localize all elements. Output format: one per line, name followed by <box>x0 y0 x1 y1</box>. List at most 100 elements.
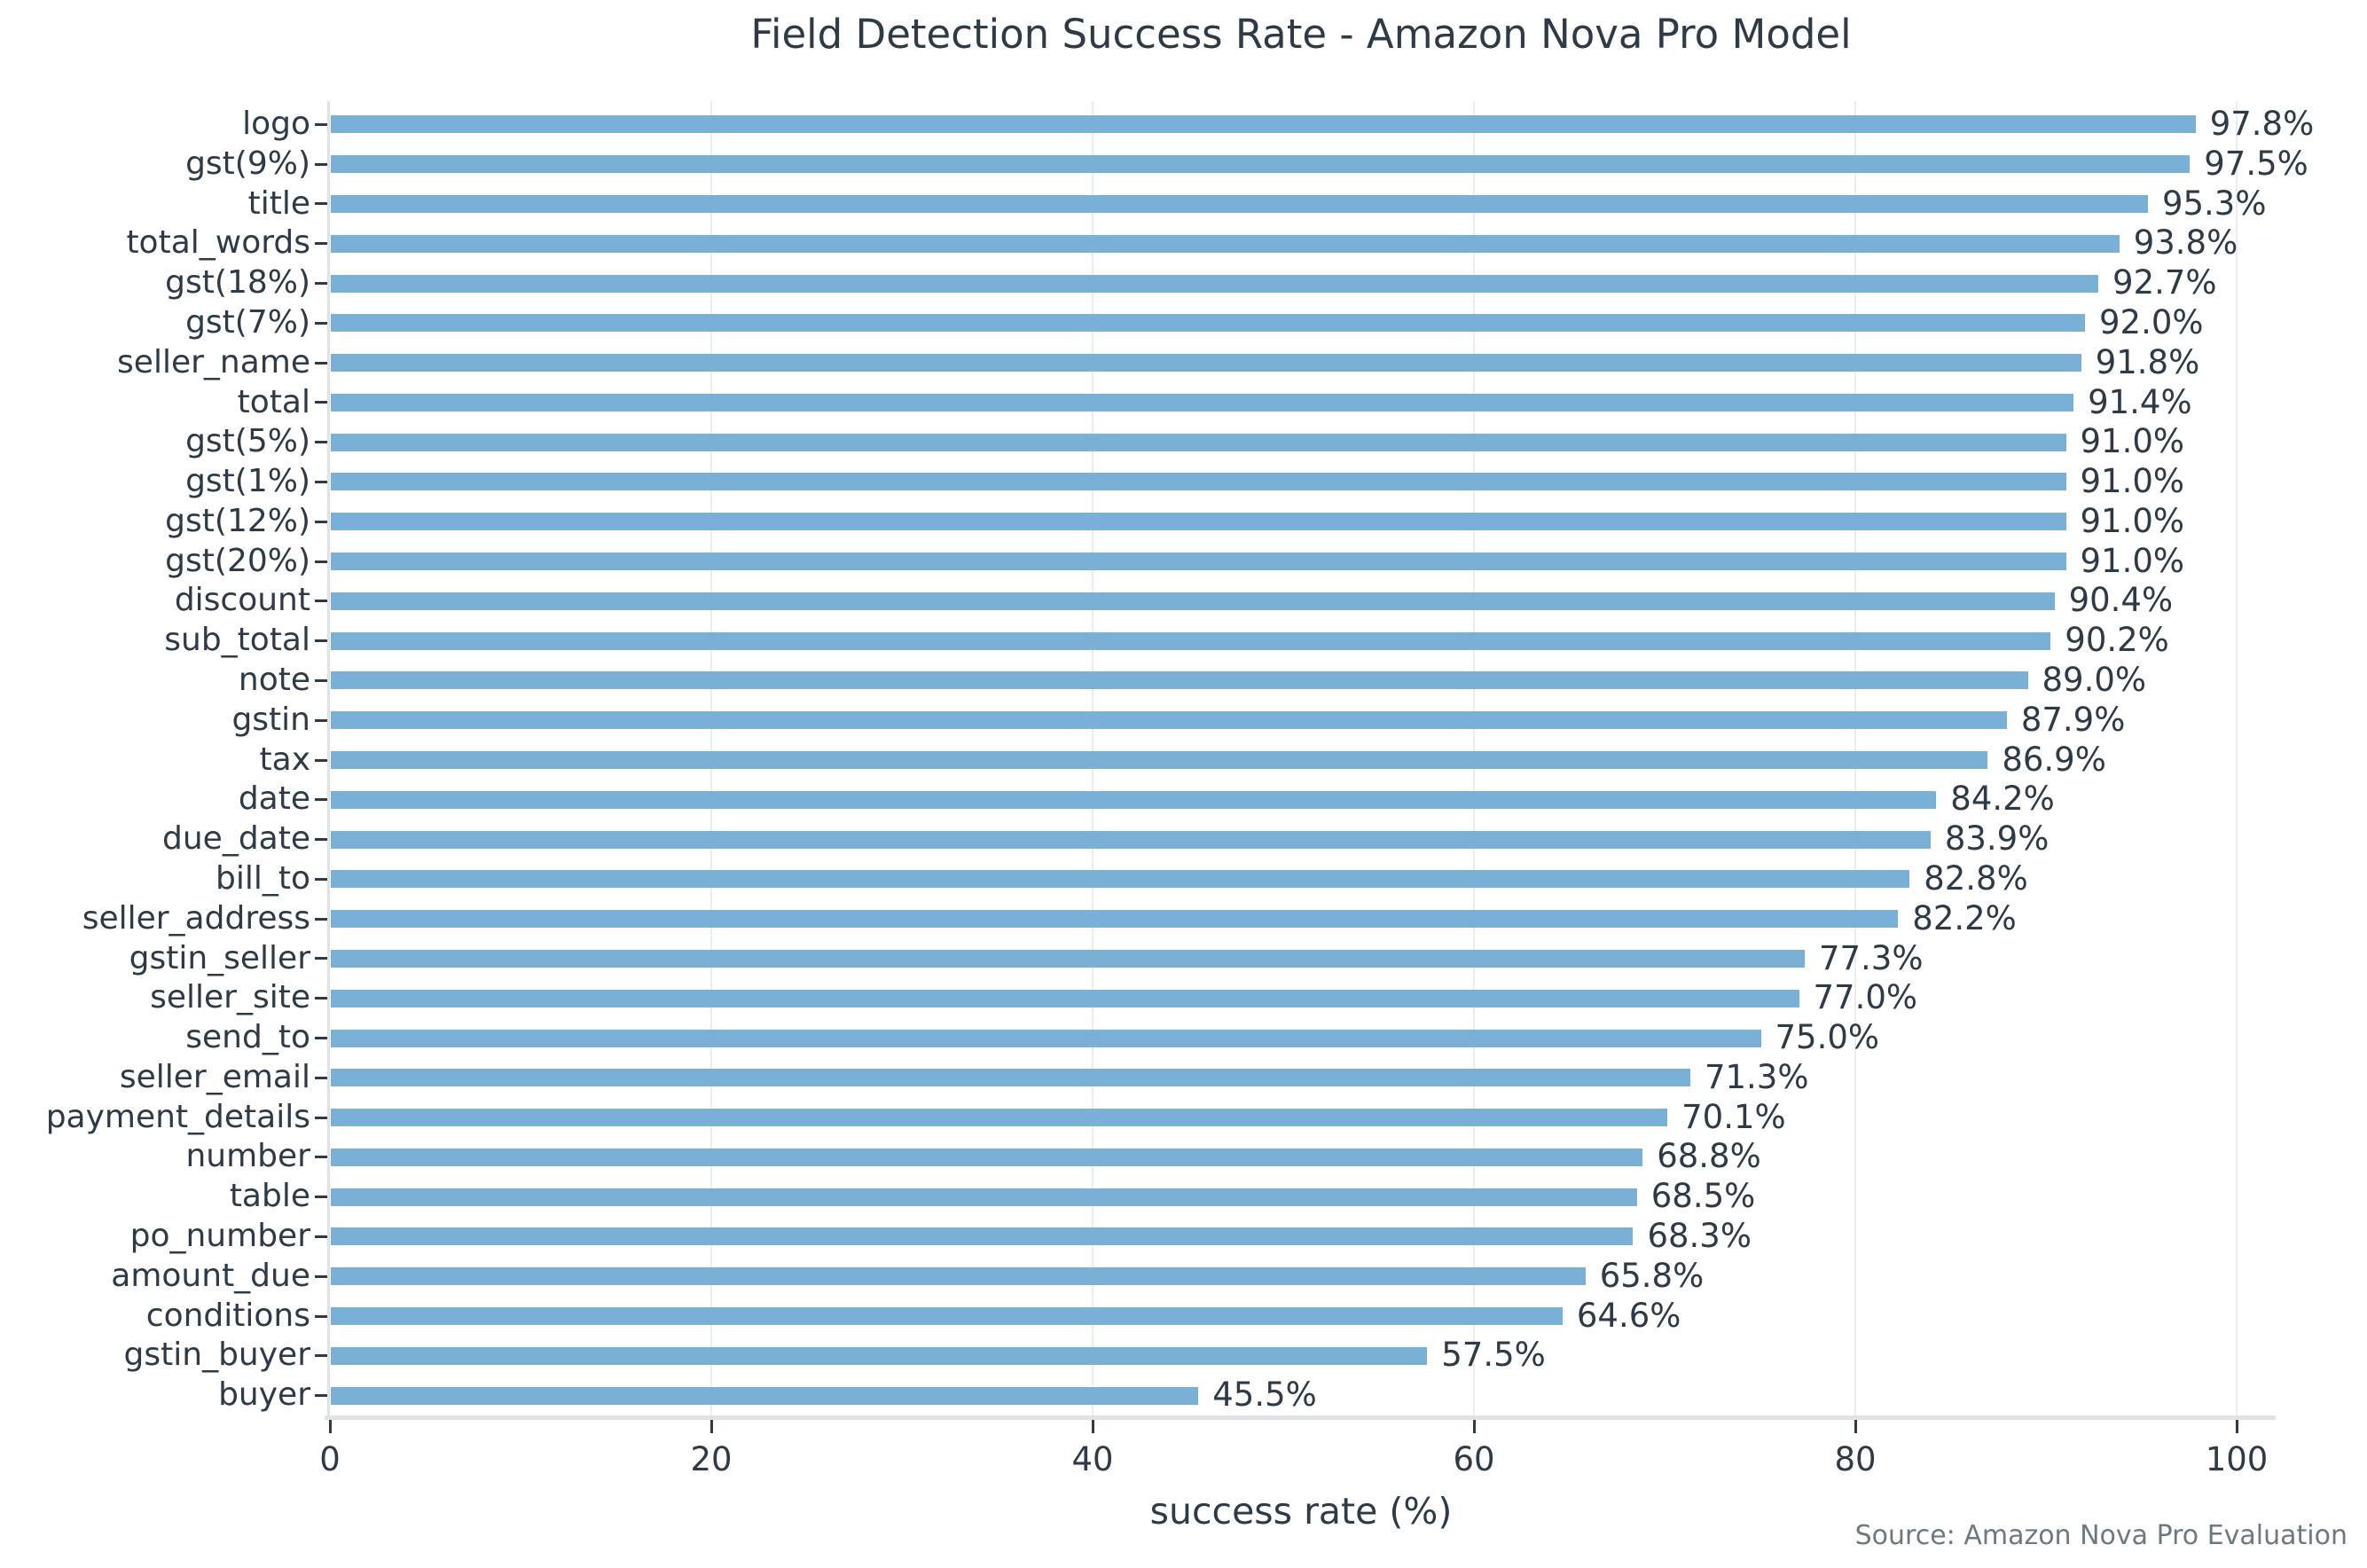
y-tick-mark <box>315 162 327 166</box>
bar <box>331 1267 1586 1286</box>
bar <box>331 671 2028 690</box>
y-tick-label: sub_total <box>164 622 310 659</box>
value-label: 68.3% <box>1647 1217 1752 1256</box>
value-label: 57.5% <box>1441 1336 1546 1375</box>
y-tick-mark <box>315 361 327 365</box>
x-tick-label: 80 <box>1834 1440 1877 1478</box>
y-tick-mark <box>315 480 327 483</box>
value-label: 95.3% <box>2161 184 2267 223</box>
value-label: 77.3% <box>1818 938 1924 977</box>
value-label: 93.8% <box>2133 223 2238 263</box>
y-tick-label: title <box>247 184 310 222</box>
y-tick-mark <box>315 441 327 444</box>
x-tick-label: 60 <box>1453 1440 1495 1478</box>
y-tick-mark <box>315 122 327 126</box>
y-tick-label: date <box>238 780 310 818</box>
y-tick-mark <box>315 1314 327 1318</box>
bar <box>331 553 2066 571</box>
y-tick-mark <box>315 202 327 206</box>
value-label: 90.2% <box>2065 621 2169 660</box>
y-tick-mark <box>315 1196 327 1199</box>
bar <box>331 1386 1199 1405</box>
value-label: 91.0% <box>2080 541 2185 580</box>
value-label: 90.4% <box>2068 581 2174 620</box>
source-note: Source: Amazon Nova Pro Evaluation <box>1854 1520 2347 1551</box>
x-tick-mark <box>328 1420 332 1433</box>
y-tick-mark <box>315 1274 327 1278</box>
bar <box>331 274 2099 293</box>
value-label: 75.0% <box>1775 1018 1880 1057</box>
y-tick-mark <box>315 401 327 404</box>
bar <box>331 1188 1637 1206</box>
value-label: 91.8% <box>2095 342 2200 381</box>
y-tick-label: number <box>185 1138 310 1175</box>
bar <box>331 433 2066 451</box>
bar <box>331 592 2055 610</box>
y-tick-mark <box>315 917 327 921</box>
y-tick-mark <box>315 600 327 603</box>
y-tick-mark <box>315 282 327 286</box>
y-tick-label: logo <box>242 106 310 142</box>
y-tick-label: total_words <box>126 224 310 262</box>
y-tick-label: gstin <box>231 701 310 738</box>
y-tick-label: gst(20%) <box>165 542 310 579</box>
value-label: 68.5% <box>1650 1177 1756 1216</box>
value-label: 77.0% <box>1813 978 1918 1017</box>
y-tick-label: due_date <box>162 820 310 858</box>
bar <box>331 910 1899 929</box>
x-tick-mark <box>1854 1420 1857 1433</box>
y-tick-label: seller_name <box>117 343 310 380</box>
y-tick-mark <box>315 678 327 682</box>
y-tick-mark <box>315 321 327 325</box>
value-label: 71.3% <box>1704 1057 1809 1096</box>
x-tick-mark <box>1472 1420 1476 1433</box>
y-tick-mark <box>315 758 327 762</box>
bar <box>331 870 1910 889</box>
y-tick-mark <box>315 639 327 643</box>
y-tick-label: gst(1%) <box>185 463 310 500</box>
value-label: 91.4% <box>2088 382 2192 421</box>
y-tick-label: discount <box>174 582 310 619</box>
value-label: 64.6% <box>1576 1296 1681 1335</box>
y-tick-label: gstin_seller <box>129 939 310 976</box>
x-axis-title: success rate (%) <box>1149 1490 1453 1533</box>
y-tick-mark <box>315 838 327 842</box>
y-tick-label: gst(7%) <box>185 303 310 341</box>
value-label: 83.9% <box>1944 819 2050 858</box>
bar <box>331 513 2066 531</box>
value-label: 92.0% <box>2099 302 2204 341</box>
bar <box>331 1029 1761 1047</box>
y-tick-label: payment_details <box>45 1098 310 1135</box>
y-tick-mark <box>315 1394 327 1398</box>
y-tick-mark <box>315 1116 327 1119</box>
y-tick-label: amount_due <box>111 1257 310 1294</box>
bar <box>331 1307 1563 1326</box>
y-tick-label: po_number <box>129 1218 310 1255</box>
x-tick-mark <box>2235 1420 2238 1433</box>
y-tick-mark <box>315 877 327 881</box>
y-tick-mark <box>315 798 327 802</box>
value-label: 45.5% <box>1212 1376 1317 1415</box>
y-tick-label: seller_site <box>150 979 310 1016</box>
bar <box>331 1148 1643 1166</box>
bar <box>331 234 2120 253</box>
y-tick-mark <box>315 1037 327 1039</box>
bar <box>331 155 2191 174</box>
bar <box>331 1227 1634 1246</box>
y-tick-mark <box>315 1354 327 1358</box>
bar <box>331 989 1799 1007</box>
bar <box>331 115 2196 134</box>
bar <box>331 631 2051 650</box>
y-tick-label: send_to <box>185 1019 310 1056</box>
y-tick-mark <box>315 520 327 523</box>
bar <box>331 1346 1428 1365</box>
value-label: 87.9% <box>2020 700 2126 739</box>
y-tick-label: gst(5%) <box>185 423 310 460</box>
x-tick-mark <box>1091 1420 1094 1433</box>
y-tick-label: tax <box>259 741 310 778</box>
bar <box>331 1069 1690 1087</box>
y-tick-mark <box>315 1076 327 1079</box>
bar <box>331 354 2081 372</box>
